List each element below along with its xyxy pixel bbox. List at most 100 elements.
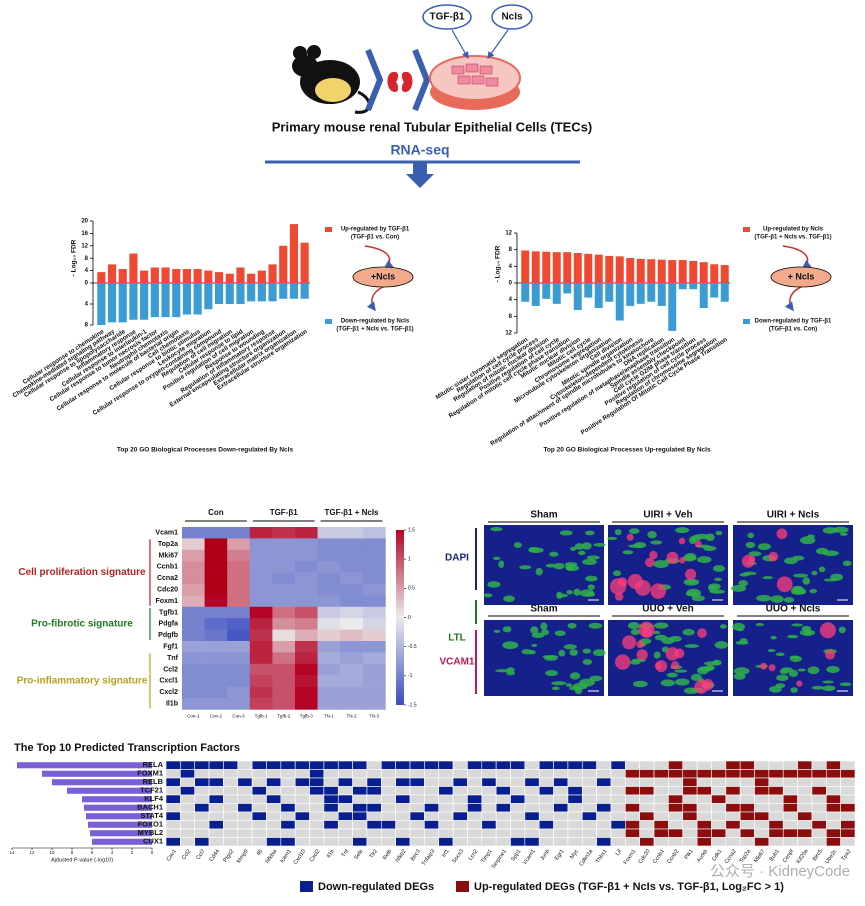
tf-cell xyxy=(165,820,181,830)
legend-detail: (TGF-β1 + NcIs vs. TGF-β1) xyxy=(336,327,413,333)
tubule xyxy=(633,680,648,688)
heat-cell xyxy=(227,641,251,653)
tf-cell xyxy=(294,760,310,770)
heat-cell xyxy=(182,652,205,665)
column-label: TN-1 xyxy=(324,714,334,719)
heat-cell xyxy=(272,698,296,710)
tf-cell xyxy=(825,794,841,804)
tf-cell xyxy=(510,786,526,796)
tf-cell xyxy=(553,794,569,804)
tf-cell xyxy=(337,760,353,770)
tf-cell xyxy=(237,803,253,813)
tubule xyxy=(789,655,802,663)
tf-cell xyxy=(696,828,712,838)
heat-cell xyxy=(317,675,341,687)
tf-cell xyxy=(194,811,210,821)
tubule xyxy=(675,527,690,534)
gene-label: Mmp9 xyxy=(236,849,250,865)
heat-cell xyxy=(340,572,364,585)
tf-cell xyxy=(452,777,468,787)
tf-cell xyxy=(280,837,296,847)
heat-cell xyxy=(227,527,251,539)
gene-label: Ccl2 xyxy=(181,849,192,861)
tubule xyxy=(818,566,826,573)
heat-cell xyxy=(317,572,341,585)
heat-cell xyxy=(227,675,251,687)
tf-cell xyxy=(280,828,296,838)
tf-cell xyxy=(337,803,353,813)
tubule xyxy=(545,563,556,568)
heat-cell xyxy=(295,595,318,608)
tf-cell xyxy=(208,837,224,847)
tf-cell xyxy=(180,820,196,830)
tf-cell xyxy=(711,803,727,813)
tf-cell xyxy=(625,786,640,796)
tf-cell xyxy=(754,777,770,787)
heat-cell xyxy=(362,595,386,608)
tf-cell xyxy=(309,794,325,804)
heat-cell xyxy=(272,572,296,585)
mouse-head xyxy=(292,55,318,77)
tf-bar xyxy=(42,770,152,777)
heat-cell xyxy=(317,698,341,710)
gene-label: Sele xyxy=(353,849,364,861)
gene-label: Mki67 xyxy=(753,849,766,864)
tubule xyxy=(535,567,543,576)
group-label: Con xyxy=(208,508,224,517)
tf-cell xyxy=(768,828,784,838)
tubule xyxy=(650,540,663,545)
heat-cell xyxy=(317,618,341,630)
tf-cell xyxy=(194,769,210,779)
heat-cell xyxy=(295,538,318,551)
tubule xyxy=(811,570,818,576)
tubule xyxy=(748,551,762,557)
heat-cell xyxy=(204,641,228,653)
cell xyxy=(471,75,485,85)
tf-cell xyxy=(696,794,712,804)
tf-cell xyxy=(323,769,339,779)
tubule xyxy=(653,560,669,569)
vcam-signal xyxy=(694,540,702,548)
tubule xyxy=(770,635,777,640)
vcam-signal xyxy=(636,640,644,649)
tf-cell xyxy=(653,828,669,838)
tf-cell xyxy=(524,777,540,787)
tf-cell xyxy=(223,820,239,830)
heat-cell xyxy=(182,641,205,653)
vcam-signal xyxy=(626,533,634,541)
signature-label: Cell proliferation signature xyxy=(18,567,146,578)
tf-cell xyxy=(711,837,727,847)
tf-cell xyxy=(452,837,468,847)
column-label: Tgfb-3 xyxy=(300,714,314,719)
tf-cell xyxy=(194,760,210,770)
tf-cell xyxy=(251,786,267,796)
tf-cell xyxy=(481,760,497,770)
tf-cell xyxy=(768,820,784,830)
heat-cell xyxy=(204,549,228,562)
tf-cell xyxy=(395,794,411,804)
tubule xyxy=(809,588,818,594)
tf-cell xyxy=(409,769,425,779)
tf-cell xyxy=(452,828,468,838)
tf-cell xyxy=(668,794,684,804)
tf-cell xyxy=(237,811,253,821)
legend-label: Up-regulated DEGs (TGF-β1 + NcIs vs. TGF… xyxy=(474,881,784,893)
tubule xyxy=(697,666,709,675)
y-tick-label: 8 xyxy=(509,247,513,253)
tf-cell xyxy=(768,760,784,770)
tubule xyxy=(745,541,756,549)
tubule xyxy=(554,630,566,637)
tf-cell xyxy=(424,828,440,838)
bar xyxy=(563,252,572,283)
tubule xyxy=(830,573,844,581)
heat-cell xyxy=(227,606,251,619)
heat-cell xyxy=(249,549,273,562)
tf-cell xyxy=(280,760,296,770)
y-tick-label: 20 xyxy=(81,219,88,225)
tf-cell xyxy=(653,760,669,770)
heat-cell xyxy=(295,663,318,676)
heat-cell xyxy=(204,663,228,676)
tf-cell xyxy=(510,828,526,838)
bar xyxy=(668,260,677,283)
tf-cell xyxy=(495,811,511,821)
